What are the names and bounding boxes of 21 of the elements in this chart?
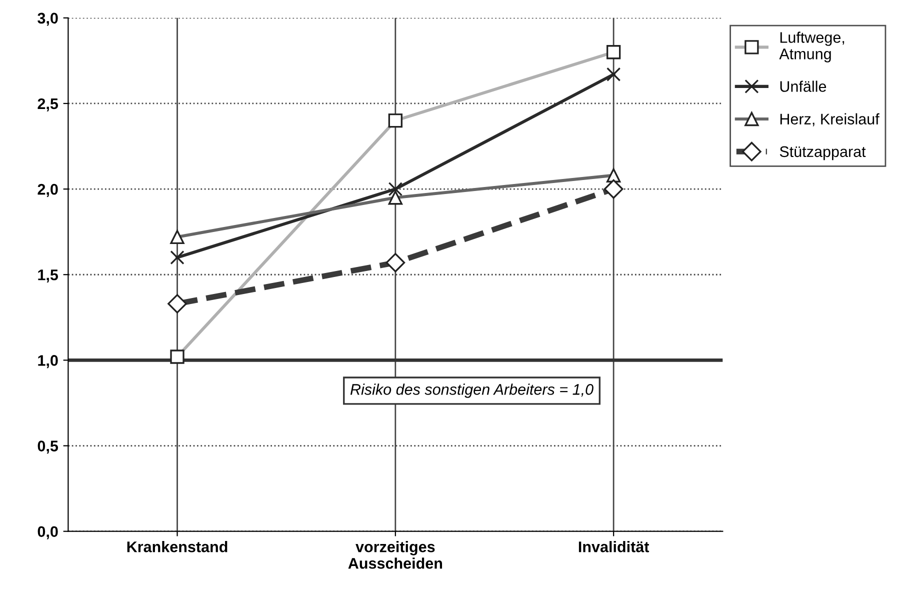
point <box>170 250 184 265</box>
point <box>168 294 187 314</box>
legend-label: Herz, Kreislauf <box>780 113 880 126</box>
y-tick-label: 0,0 <box>38 526 58 540</box>
legend-label: Unfälle <box>780 80 826 92</box>
y-tick-label: 0,5 <box>38 440 58 454</box>
y-tick-label: 1,5 <box>38 270 58 283</box>
x-tick-label: vorzeitiges Ausscheiden <box>348 541 442 569</box>
x-tick-label: Invalidität <box>578 541 650 552</box>
legend-label: Stützapparat <box>780 146 866 160</box>
legend-label: Luftwege, Atmung <box>779 32 844 62</box>
ref-line-label: Risiko des sonstigen Arbeiters = 1,0 <box>350 384 594 398</box>
point <box>388 182 402 196</box>
point <box>386 252 406 272</box>
y-tick-label: 2,5 <box>38 98 58 112</box>
y-tick-label: 3,0 <box>38 12 58 26</box>
point <box>606 67 621 82</box>
y-tick-label: 2,0 <box>38 184 58 197</box>
y-tick-label: 1,0 <box>38 355 58 368</box>
point <box>604 179 624 199</box>
x-tick-label: Krankenstand <box>127 541 228 552</box>
